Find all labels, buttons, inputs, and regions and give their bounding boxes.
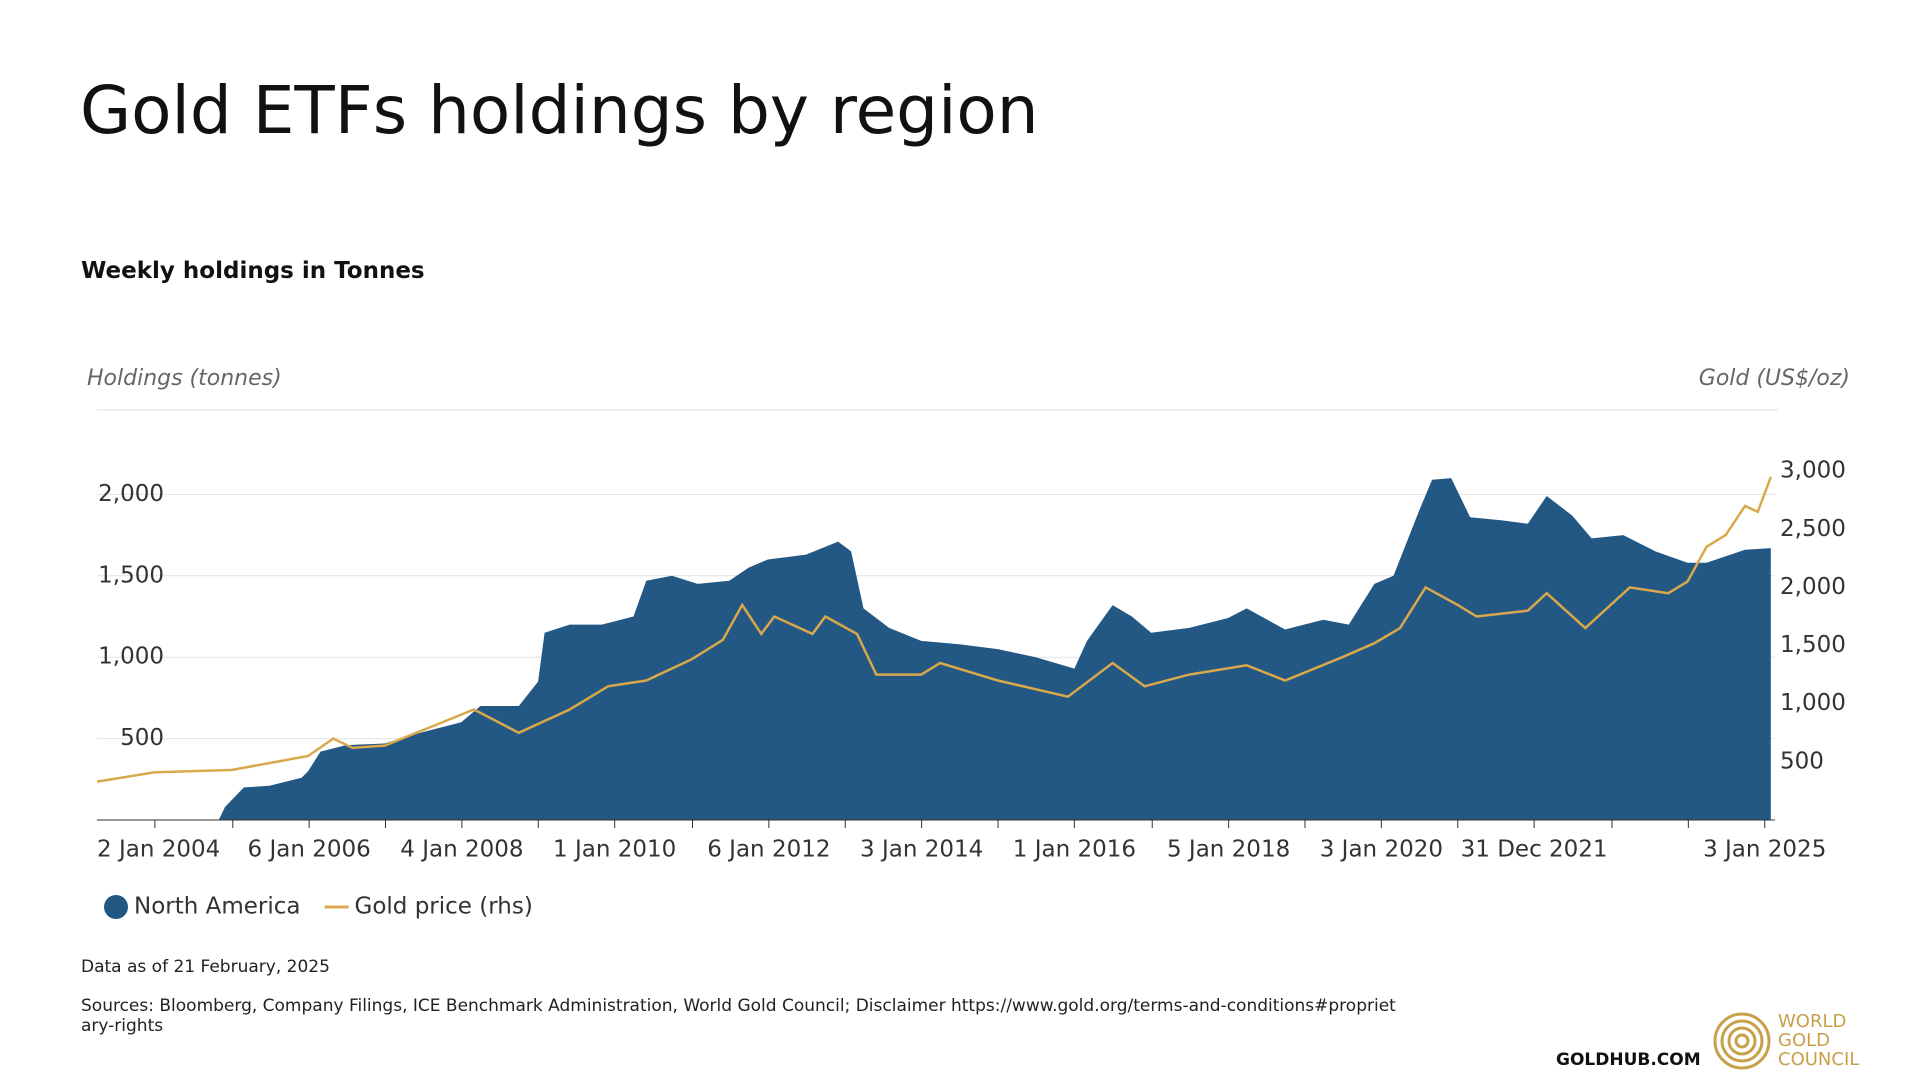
y-tick-label: 1,000 [98, 644, 164, 670]
x-tick-label: 6 Jan 2006 [248, 837, 371, 863]
y-tick-label: 2,000 [98, 481, 164, 507]
y2-tick-label: 2,500 [1780, 516, 1846, 542]
x-tick-label: 5 Jan 2018 [1167, 837, 1290, 863]
x-tick-label: 1 Jan 2016 [1013, 837, 1136, 863]
x-tick-label: 3 Jan 2025 [1703, 837, 1826, 863]
y-axis-label: Holdings (tonnes) [87, 366, 282, 391]
logo-line: GOLD [1778, 1030, 1831, 1051]
legend-label: Gold price (rhs) [355, 894, 533, 920]
legend-label: North America [134, 894, 301, 920]
subtitle: Weekly holdings in Tonnes [81, 258, 425, 284]
logo-mark [1713, 1012, 1771, 1070]
logo-text: WORLD GOLD COUNCIL [1778, 1012, 1859, 1069]
y2-tick-label: 1,000 [1780, 690, 1846, 716]
x-tick-label: 2 Jan 2004 [97, 837, 220, 863]
x-tick-label: 3 Jan 2014 [860, 837, 983, 863]
x-tick-label: 4 Jan 2008 [400, 837, 523, 863]
chart: Holdings (tonnes) Gold (US$/oz) 500 1,000… [87, 366, 1850, 920]
line [96, 476, 1772, 783]
y2-tick-label: 1,500 [1780, 632, 1846, 658]
logo-line: COUNCIL [1778, 1049, 1860, 1070]
logo-line: WORLD [1778, 1011, 1847, 1032]
y-tick-label: 1,500 [98, 562, 164, 588]
sources: Sources: Bloomberg, Company Filings, ICE… [81, 996, 1396, 1036]
legend-marker [104, 895, 128, 919]
y-tick-label: 500 [120, 725, 164, 751]
x-tick-label: 6 Jan 2012 [707, 837, 830, 863]
title: Gold ETFs holdings by region [80, 72, 1039, 149]
x-tick-label: 31 Dec 2021 [1461, 837, 1608, 863]
y2-tick-label: 500 [1780, 748, 1824, 774]
x-tick-label: 3 Jan 2020 [1320, 837, 1443, 863]
y2-tick-label: 3,000 [1780, 458, 1846, 484]
y2-tick-label: 2,000 [1780, 574, 1846, 600]
y2-axis-label: Gold (US$/oz) [1699, 366, 1850, 391]
note: Data as of 21 February, 2025 [81, 957, 330, 977]
site: GOLDHUB.COM [1556, 1050, 1701, 1070]
x-tick-label: 1 Jan 2010 [553, 837, 676, 863]
area [97, 478, 1771, 820]
